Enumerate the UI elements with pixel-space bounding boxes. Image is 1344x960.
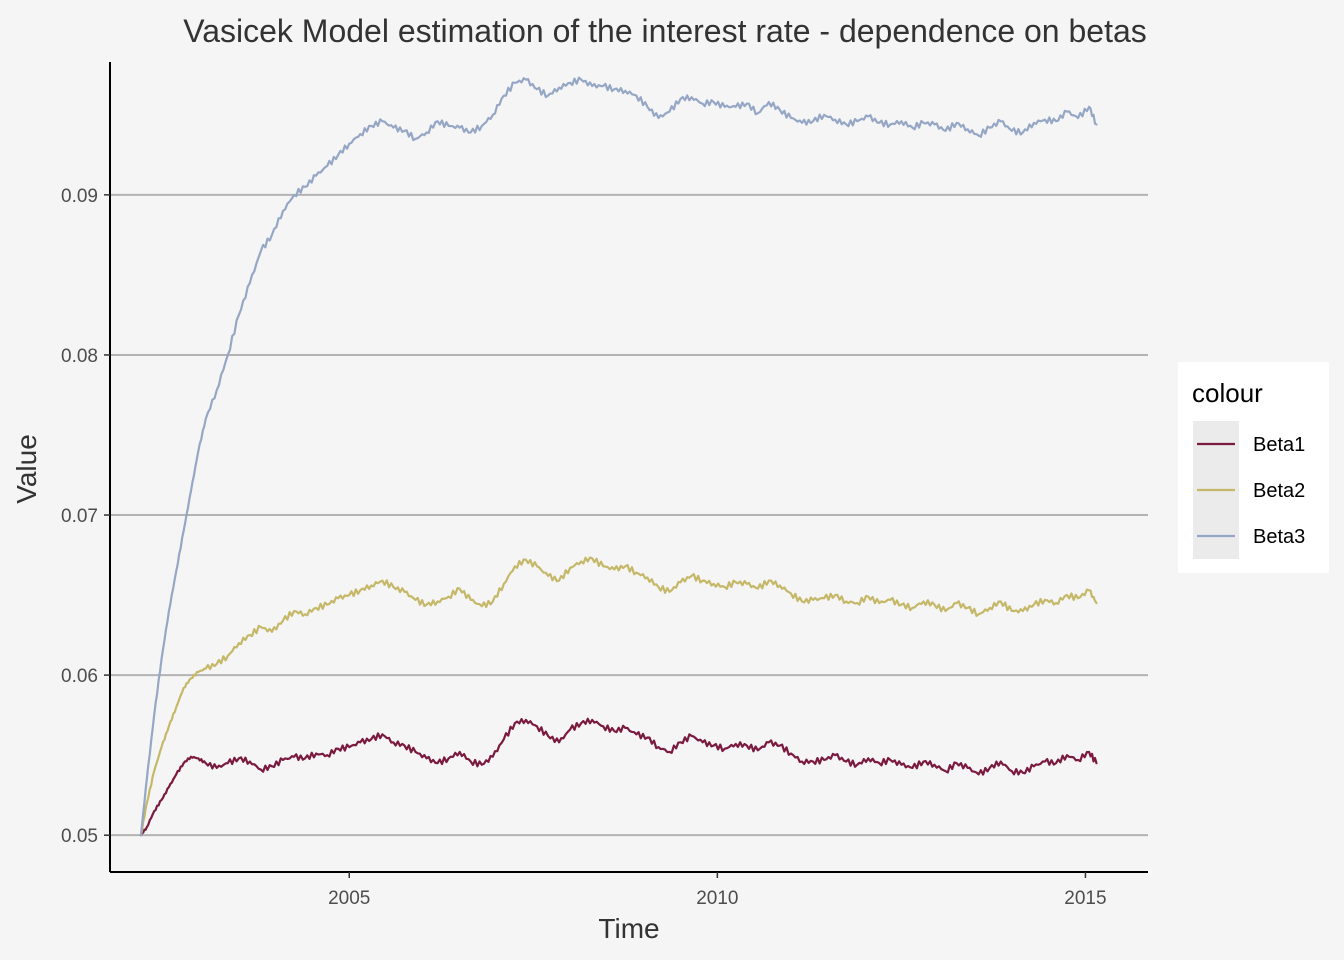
series-line-beta1 bbox=[139, 717, 1098, 837]
legend-items: Beta1 Beta2 Beta3 bbox=[1193, 421, 1305, 559]
legend: colour Beta1 Beta2 Beta3 bbox=[1178, 362, 1329, 573]
y-tick-label: 0.06 bbox=[61, 666, 98, 687]
series-line-beta2 bbox=[139, 556, 1098, 837]
gridlines bbox=[110, 193, 1148, 837]
x-axis-ticks: 2005 2010 2015 bbox=[328, 872, 1107, 909]
chart-title: Vasicek Model estimation of the interest… bbox=[183, 13, 1147, 49]
legend-title: colour bbox=[1192, 378, 1263, 408]
y-tick-label: 0.09 bbox=[61, 186, 98, 207]
y-tick-label: 0.05 bbox=[61, 826, 98, 847]
y-axis-title: Value bbox=[11, 434, 42, 504]
x-axis-title: Time bbox=[598, 913, 659, 944]
legend-label-beta3: Beta3 bbox=[1253, 526, 1305, 548]
series-lines bbox=[139, 76, 1098, 837]
legend-label-beta1: Beta1 bbox=[1253, 434, 1305, 456]
x-tick-label: 2005 bbox=[328, 888, 370, 909]
y-tick-label: 0.07 bbox=[61, 506, 98, 527]
y-tick-label: 0.08 bbox=[61, 346, 98, 367]
legend-label-beta2: Beta2 bbox=[1253, 480, 1305, 502]
x-tick-label: 2015 bbox=[1064, 888, 1106, 909]
y-axis-ticks: 0.05 0.06 0.07 0.08 0.09 bbox=[61, 186, 110, 847]
x-tick-label: 2010 bbox=[696, 888, 738, 909]
series-line-beta3 bbox=[139, 76, 1098, 837]
